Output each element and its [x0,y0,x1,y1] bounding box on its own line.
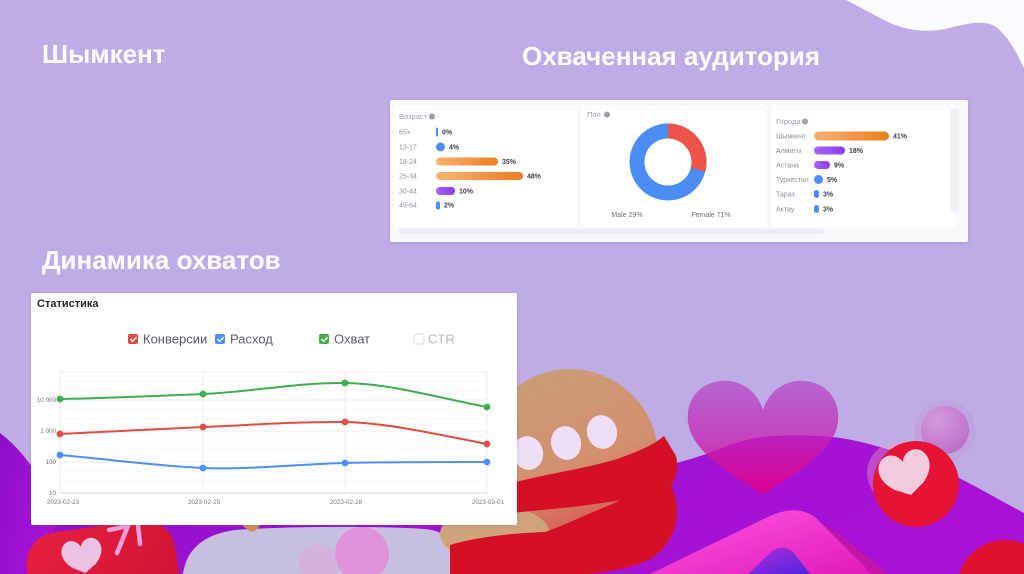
svg-text:48%: 48% [527,174,542,181]
svg-text:3%: 3% [823,207,834,214]
svg-text:Female 71%: Female 71% [691,212,730,219]
svg-text:18-24: 18-24 [399,159,417,166]
svg-text:10 000: 10 000 [37,397,57,404]
svg-text:Возраст: Возраст [399,112,428,121]
svg-text:1 000: 1 000 [40,428,56,435]
svg-text:2023-02-25: 2023-02-25 [188,499,221,506]
svg-text:Города: Города [776,117,801,126]
svg-text:2%: 2% [444,203,455,210]
svg-text:Охват: Охват [334,332,370,347]
svg-text:4%: 4% [449,145,460,152]
svg-text:Конверсии: Конверсии [143,332,207,347]
svg-text:65+: 65+ [399,130,411,137]
svg-text:30-44: 30-44 [399,189,417,196]
svg-text:9%: 9% [834,163,845,170]
svg-text:Тараз: Тараз [776,192,795,199]
svg-text:Расход: Расход [230,332,273,347]
svg-text:Туркестан: Туркестан [776,177,809,184]
svg-text:100: 100 [45,459,56,466]
svg-text:2023-02-28: 2023-02-28 [330,499,363,506]
svg-text:CTR: CTR [428,332,455,347]
svg-text:35%: 35% [502,159,517,166]
svg-text:10: 10 [49,490,57,497]
svg-text:3%: 3% [823,192,834,199]
svg-text:Актау: Актау [776,207,795,214]
svg-text:10%: 10% [459,189,474,196]
svg-text:18%: 18% [849,148,864,155]
svg-text:25-34: 25-34 [399,174,417,181]
svg-text:41%: 41% [893,134,908,141]
svg-text:13-17: 13-17 [399,145,417,152]
svg-text:Male 29%: Male 29% [611,212,642,219]
svg-text:Шымкент: Шымкент [776,134,807,141]
svg-text:2023-02-23: 2023-02-23 [47,499,80,506]
svg-text:Пол: Пол [587,110,601,119]
svg-text:Астана: Астана [776,163,799,170]
svg-text:0%: 0% [442,130,453,137]
svg-text:45-64: 45-64 [399,203,417,210]
svg-text:Алматы: Алматы [776,148,802,155]
svg-text:2023-03-01: 2023-03-01 [472,499,505,506]
svg-text:5%: 5% [827,177,838,184]
